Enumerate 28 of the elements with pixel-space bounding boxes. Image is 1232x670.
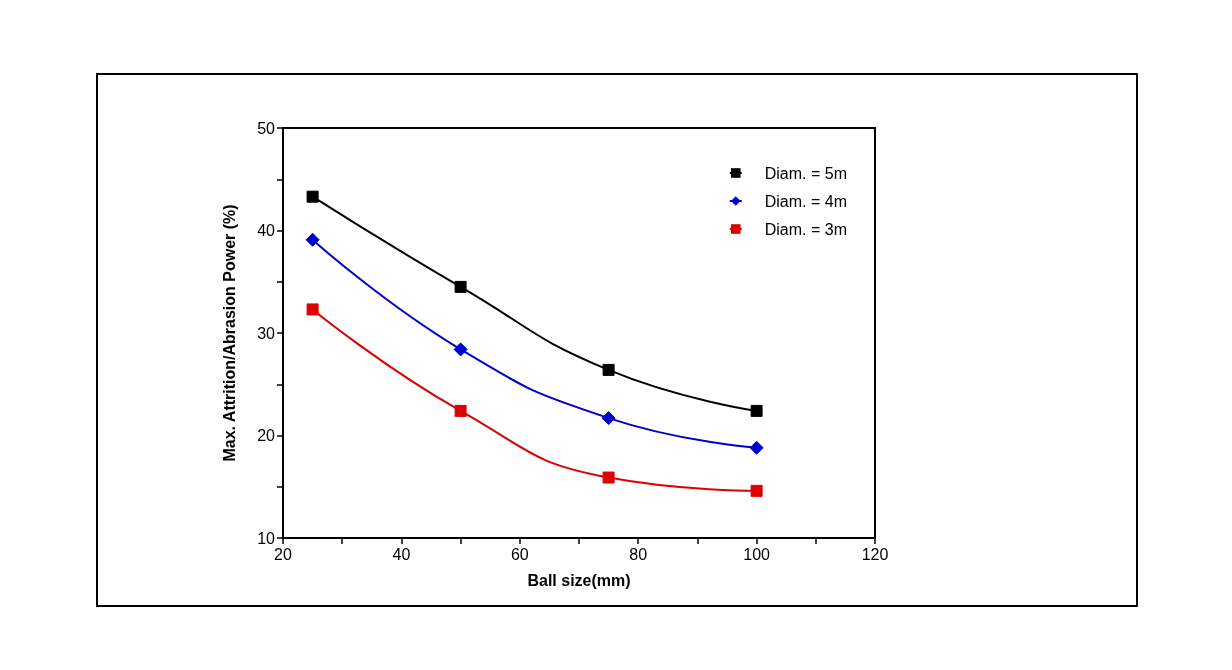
point bbox=[454, 280, 467, 293]
x-tick-label: 20 bbox=[274, 545, 292, 563]
point bbox=[306, 190, 319, 203]
y-axis-title: Max. Attrition/Abrasion Power (%) bbox=[220, 204, 238, 462]
y-tick-label: 40 bbox=[257, 222, 276, 239]
legend-label: Diam. = 4m bbox=[764, 192, 848, 210]
point bbox=[306, 303, 319, 316]
point bbox=[454, 404, 467, 417]
point bbox=[602, 471, 615, 484]
point bbox=[750, 404, 763, 417]
legend-label: Diam. = 3m bbox=[764, 220, 848, 238]
x-tick-label: 80 bbox=[629, 545, 648, 563]
point bbox=[305, 232, 320, 247]
x-tick-label: 100 bbox=[743, 545, 771, 563]
y-tick-label: 10 bbox=[257, 529, 276, 547]
y-tick-label: 30 bbox=[257, 324, 276, 342]
x-axis-title: Ball size(mm) bbox=[527, 571, 631, 589]
y-tick-label: 20 bbox=[257, 427, 276, 444]
x-tick-label: 40 bbox=[392, 545, 411, 563]
point bbox=[601, 411, 616, 426]
point bbox=[602, 363, 615, 376]
point bbox=[749, 440, 764, 455]
y-tick-label: 50 bbox=[257, 119, 276, 137]
x-tick-label: 120 bbox=[861, 545, 889, 563]
x-tick-label: 60 bbox=[510, 545, 529, 563]
point bbox=[750, 484, 763, 497]
legend-label: Diam. = 5m bbox=[764, 164, 848, 182]
point bbox=[453, 342, 468, 357]
